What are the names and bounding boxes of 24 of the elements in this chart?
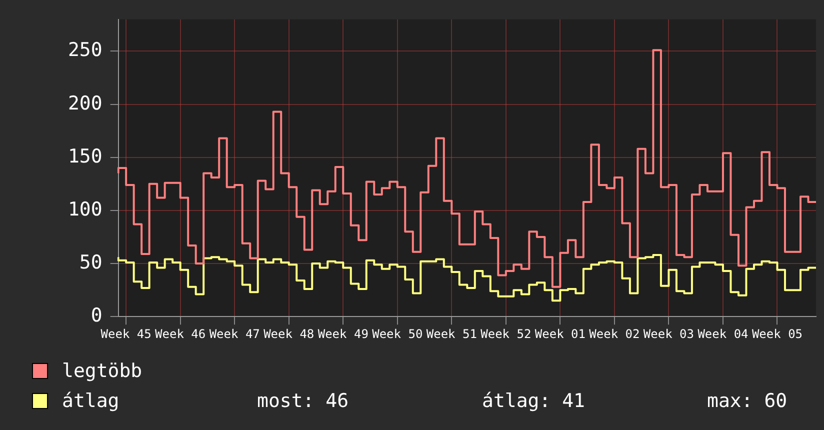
y-tick-label: 250: [68, 39, 102, 62]
x-tick-label: Week 05: [752, 326, 803, 341]
x-tick-label: Week 04: [698, 326, 748, 341]
x-tick-label: Week 52: [480, 326, 532, 341]
x-tick-label: Week 45: [100, 326, 152, 341]
x-tick-label: Week 49: [318, 326, 368, 341]
y-tick-label: 100: [68, 198, 102, 220]
legend-label: átlag: [62, 390, 120, 412]
x-tick-label: Week 47: [209, 326, 260, 341]
y-tick-label: 150: [68, 145, 102, 168]
y-tick-label: 50: [79, 251, 102, 274]
y-tick-label: 200: [68, 92, 102, 114]
text: most: 46: [257, 390, 350, 412]
x-tick-label: Week 02: [589, 326, 640, 341]
text: max: 60: [707, 390, 788, 412]
x-tick-label: Week 46: [155, 326, 206, 341]
x-tick-label: Week 01: [534, 326, 586, 341]
x-tick-label: Week 51: [426, 326, 477, 341]
text: átlag: 41: [482, 390, 586, 412]
x-tick-label: Week 50: [372, 326, 423, 341]
x-tick-label: Week 48: [264, 326, 314, 341]
x-tick-label: Week 03: [643, 326, 694, 341]
y-tick-label: 0: [90, 304, 102, 327]
legend-label: legtöbb: [62, 360, 144, 382]
